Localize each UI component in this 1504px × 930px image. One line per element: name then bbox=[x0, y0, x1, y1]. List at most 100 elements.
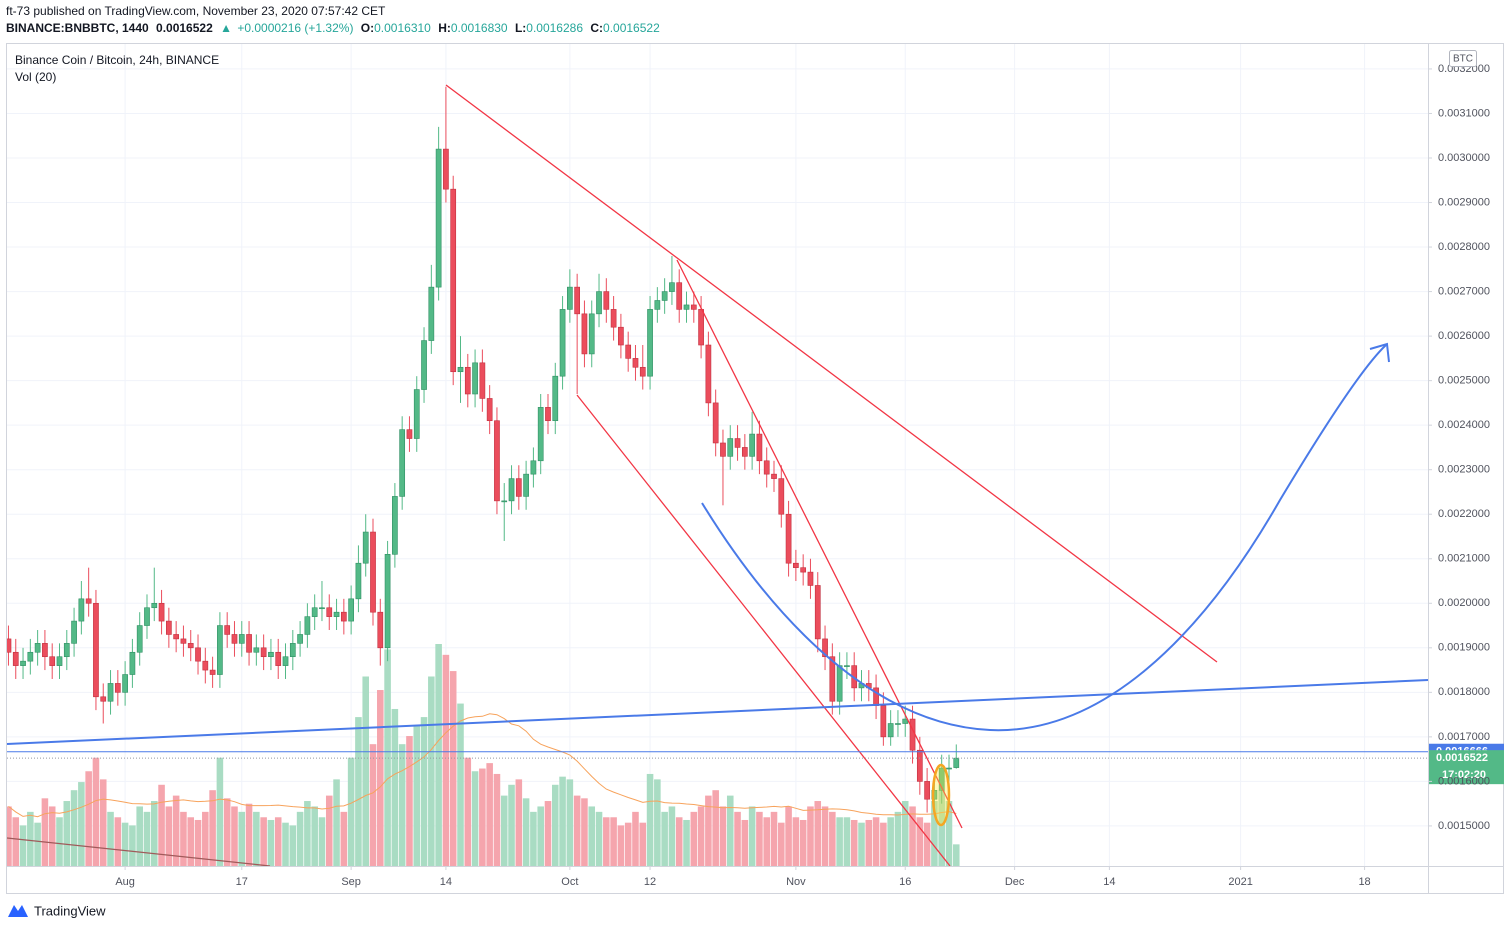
volume-bar bbox=[289, 825, 297, 866]
candle-body bbox=[20, 660, 26, 666]
volume-bar bbox=[63, 801, 71, 866]
y-tick-label: 0.0016000 bbox=[1438, 775, 1490, 787]
candle-body bbox=[289, 643, 296, 658]
y-tick-label: 0.0017000 bbox=[1438, 731, 1490, 743]
candle-body bbox=[136, 625, 143, 653]
volume-bar bbox=[158, 784, 165, 866]
candle-body bbox=[253, 647, 260, 653]
candle-body bbox=[421, 340, 427, 390]
candle-body bbox=[844, 665, 850, 667]
volume-bar bbox=[231, 806, 238, 866]
volume-bar bbox=[304, 801, 311, 866]
candle-body bbox=[625, 344, 632, 359]
volume-bar bbox=[814, 801, 822, 866]
candles bbox=[7, 86, 960, 813]
volume-bar bbox=[223, 798, 231, 866]
candle-body bbox=[486, 398, 493, 422]
candle-body bbox=[822, 638, 828, 658]
volume-bar bbox=[260, 817, 267, 866]
volume-bar bbox=[807, 806, 814, 866]
volume-bar bbox=[603, 817, 610, 866]
candle-body bbox=[158, 602, 165, 622]
y-tick-label: 0.0025000 bbox=[1438, 375, 1490, 387]
x-tick-label: 12 bbox=[644, 876, 656, 888]
volume-bar bbox=[916, 817, 924, 866]
candle-body bbox=[12, 651, 19, 666]
volume-bar bbox=[799, 819, 807, 866]
candle-body bbox=[392, 496, 398, 555]
volume-bar bbox=[253, 811, 260, 866]
volume-bar bbox=[413, 725, 421, 866]
candle-body bbox=[793, 562, 799, 568]
volume-bar bbox=[537, 806, 544, 866]
ohlc-value: 0.0016286 bbox=[526, 21, 583, 35]
candle-body bbox=[705, 344, 712, 404]
x-tick-label: 18 bbox=[1358, 876, 1370, 888]
brand-name: TradingView bbox=[34, 903, 106, 918]
trend-line bbox=[676, 259, 963, 829]
candle-body bbox=[909, 718, 916, 751]
volume-bar bbox=[719, 806, 727, 866]
volume-bar bbox=[406, 736, 413, 866]
y-tick-label: 0.0020000 bbox=[1438, 597, 1490, 609]
x-tick-label: Aug bbox=[115, 876, 135, 888]
volume-bar bbox=[391, 708, 399, 866]
volume-bar bbox=[705, 795, 712, 866]
candle-body bbox=[187, 643, 194, 649]
x-tick-label: 2021 bbox=[1228, 876, 1252, 888]
volume-bar bbox=[449, 671, 457, 866]
volume-bar bbox=[632, 811, 639, 866]
volume-bar bbox=[639, 822, 647, 866]
candle-body bbox=[129, 651, 136, 675]
volume-bar bbox=[85, 771, 92, 866]
candle-body bbox=[552, 375, 559, 422]
candle-body bbox=[741, 447, 748, 457]
volume-bar bbox=[318, 817, 326, 866]
candle-body bbox=[829, 656, 836, 702]
candle-body bbox=[807, 571, 814, 586]
projection-curve bbox=[701, 344, 1387, 732]
candle-body bbox=[647, 309, 653, 377]
y-tick-label: 0.0028000 bbox=[1438, 241, 1490, 253]
last-close-box bbox=[1429, 750, 1504, 785]
candle-body bbox=[523, 473, 529, 497]
candle-body bbox=[916, 749, 923, 782]
candle-body bbox=[217, 625, 223, 675]
axes: 0.0015000 0.0016000 0.0017000 0.0018000 0.00… bbox=[115, 63, 1490, 888]
candle-body bbox=[515, 478, 522, 497]
candle-body bbox=[814, 585, 821, 640]
trend-line bbox=[7, 679, 1428, 745]
candle-body bbox=[122, 674, 128, 693]
volume-bar bbox=[12, 817, 20, 866]
candle-body bbox=[574, 286, 581, 315]
volume-bar bbox=[945, 801, 953, 866]
candle-body bbox=[632, 358, 639, 368]
candle-body bbox=[596, 291, 602, 315]
candle-body bbox=[370, 531, 376, 613]
candle-body bbox=[42, 643, 48, 658]
last-price: 0.0016522 bbox=[156, 21, 213, 35]
volume-bar bbox=[340, 811, 348, 866]
candle-body bbox=[771, 473, 777, 479]
trend-line bbox=[7, 837, 271, 866]
x-tick-label: Nov bbox=[786, 876, 806, 888]
volume-bar bbox=[872, 817, 880, 866]
volume-bar bbox=[27, 811, 34, 866]
volume-bar bbox=[165, 806, 173, 866]
volume-bar bbox=[515, 779, 523, 866]
volume-bar bbox=[267, 819, 275, 866]
y-tick-label: 0.0027000 bbox=[1438, 285, 1490, 297]
candle-body bbox=[49, 656, 56, 666]
volume-bar bbox=[697, 806, 705, 866]
y-tick-label: 0.0026000 bbox=[1438, 330, 1490, 342]
volume-bar bbox=[778, 822, 785, 866]
volume-bar bbox=[544, 801, 552, 866]
candle-body bbox=[530, 460, 537, 475]
candle-body bbox=[800, 567, 807, 573]
y-tick-label: 0.0029000 bbox=[1438, 196, 1490, 208]
volume-pane bbox=[7, 644, 960, 866]
candle-body bbox=[100, 696, 107, 702]
volume-bar bbox=[333, 779, 340, 866]
volume-bar bbox=[202, 811, 209, 866]
volume-bar bbox=[238, 811, 246, 866]
